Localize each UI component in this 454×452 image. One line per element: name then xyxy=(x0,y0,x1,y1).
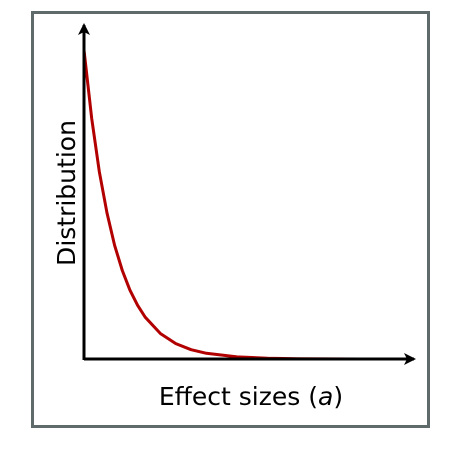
chart-frame xyxy=(31,11,430,428)
distribution-curve xyxy=(82,49,390,361)
x-axis-label: Effect sizes (a) xyxy=(159,382,343,411)
y-axis-label: Distribution xyxy=(52,120,81,266)
